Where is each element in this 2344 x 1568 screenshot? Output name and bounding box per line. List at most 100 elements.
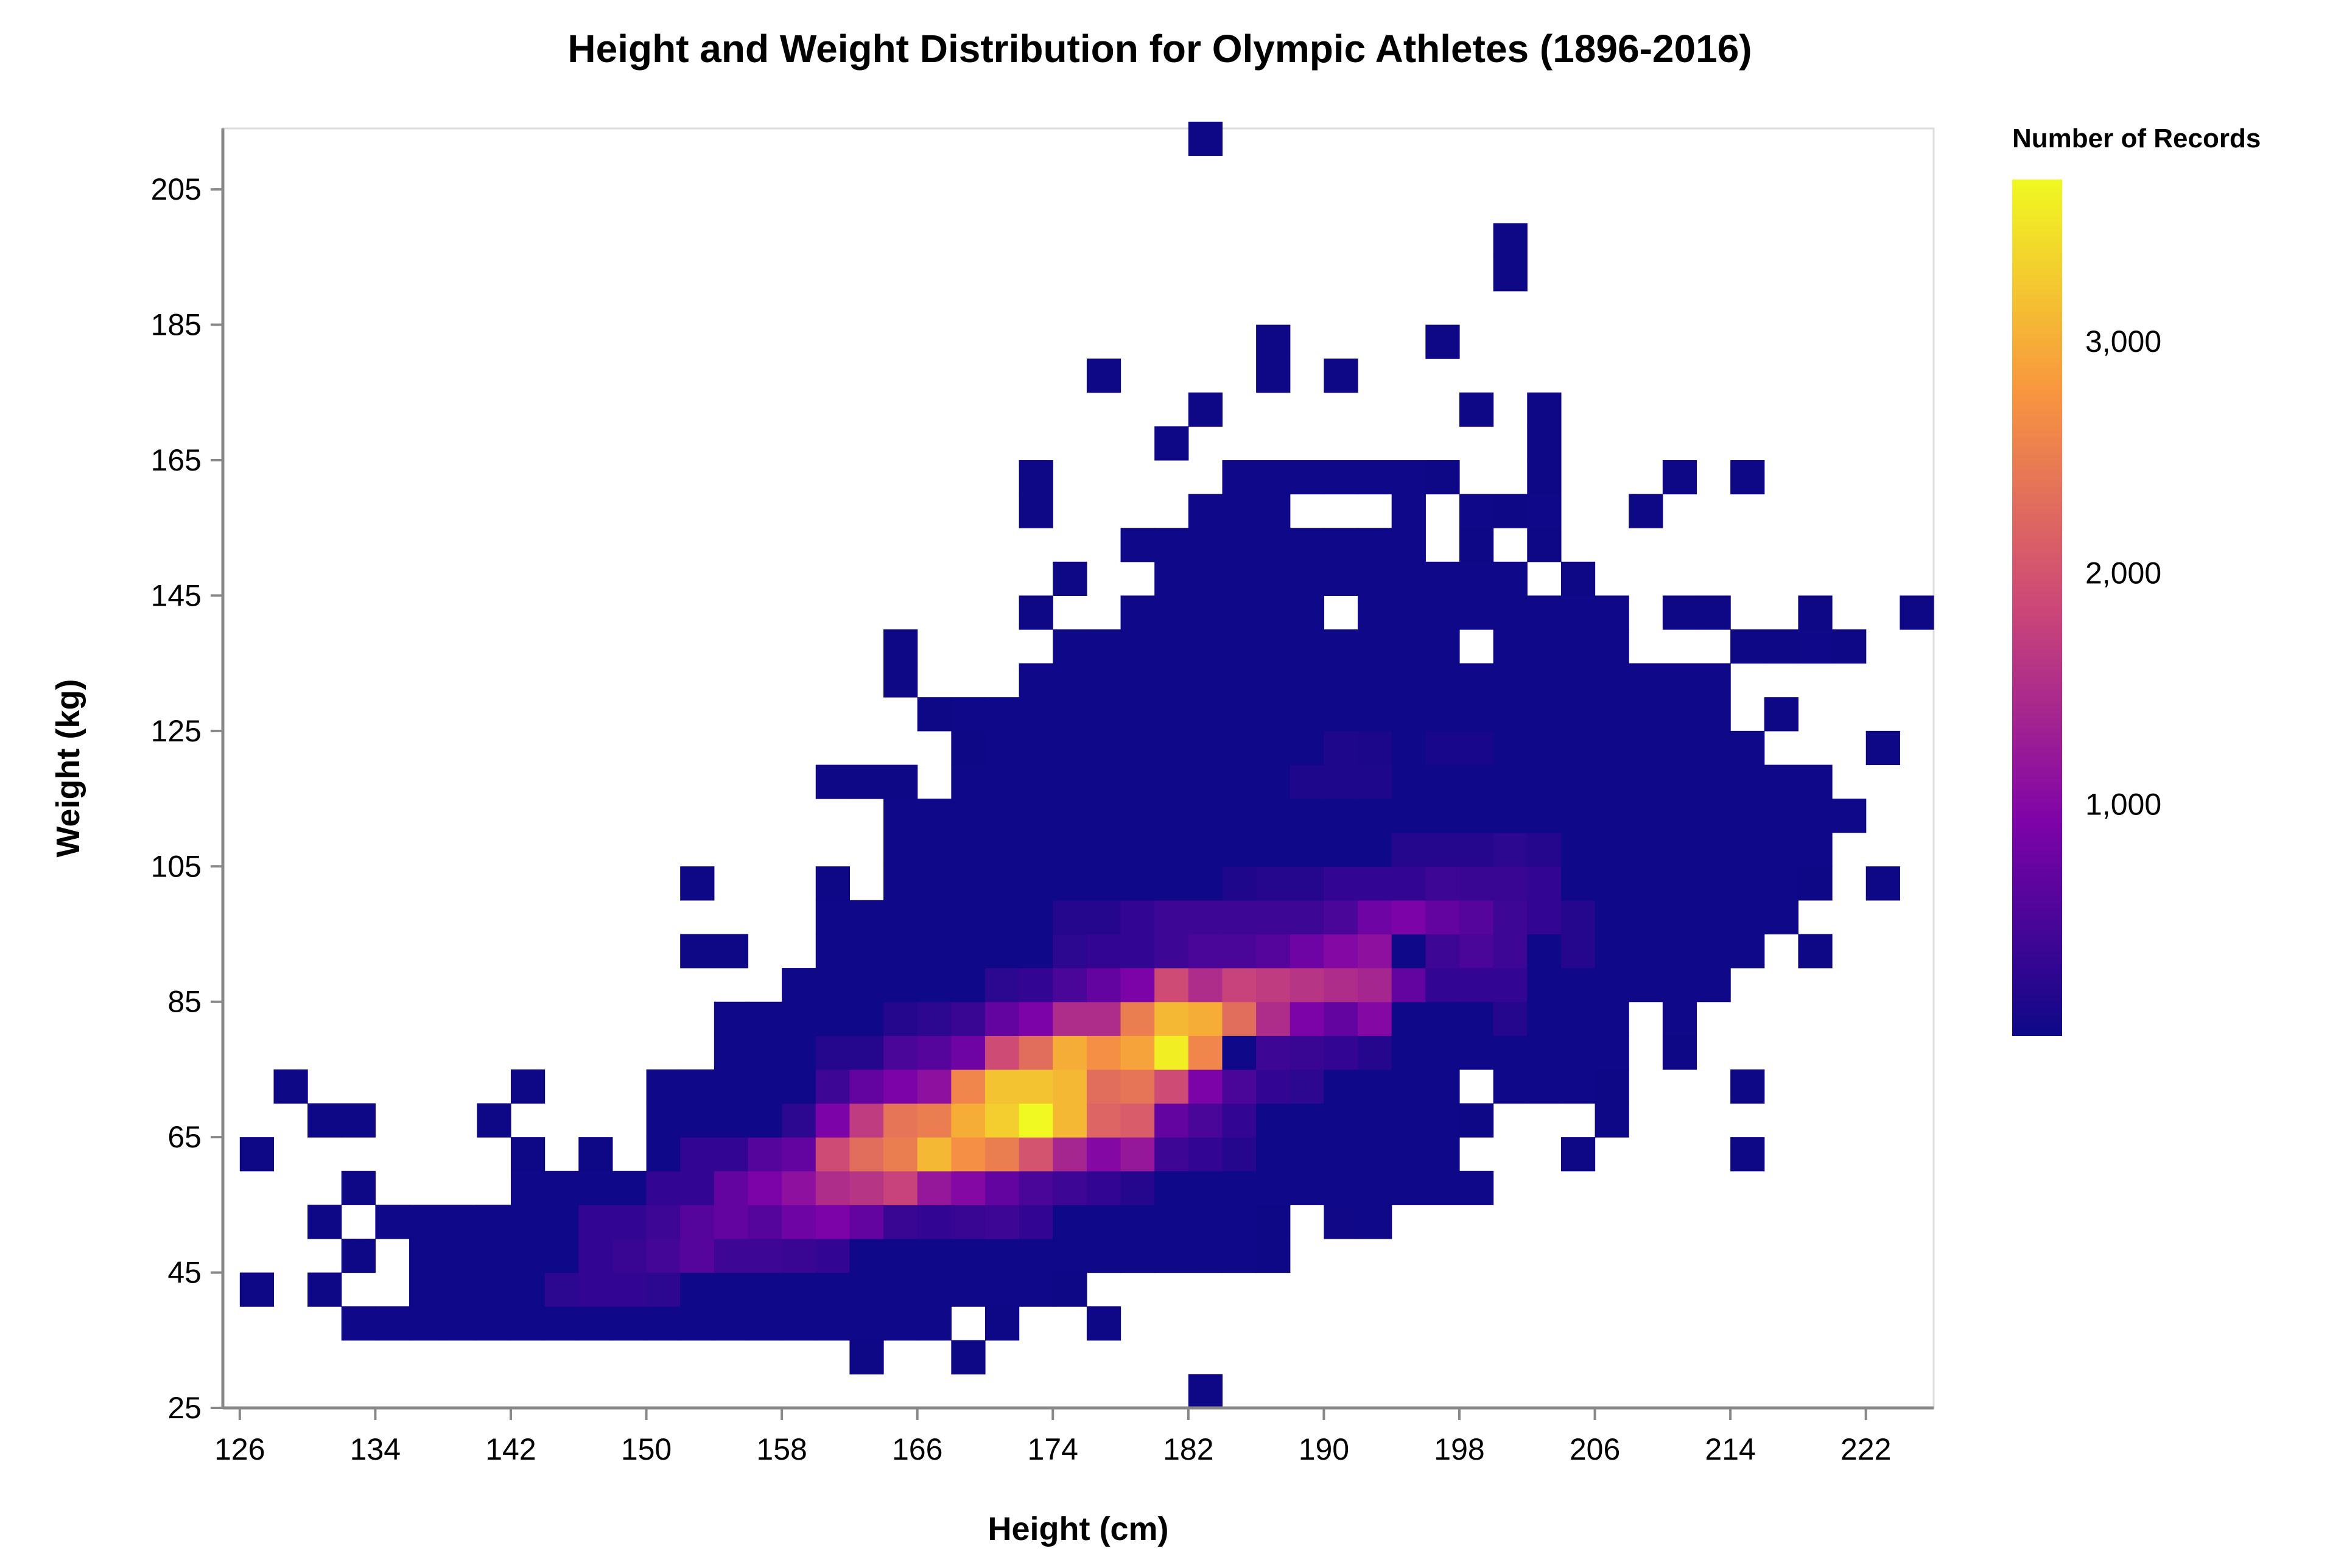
heatmap-cell [1459, 1035, 1494, 1070]
heatmap-cell [1086, 1001, 1121, 1036]
heatmap-cell [1560, 629, 1596, 664]
x-tick-label: 174 [1028, 1432, 1078, 1466]
heatmap-cell [1527, 1069, 1562, 1104]
heatmap-cell [409, 1205, 444, 1239]
x-axis: 126 134 142 150 158 166 174 182 190 198 206 214 222 [214, 1406, 1934, 1466]
heatmap-cell [1120, 968, 1155, 1003]
heatmap-cell [951, 900, 986, 935]
heatmap-cell [646, 1069, 681, 1104]
heatmap-cell [1425, 1103, 1460, 1138]
heatmap-cell [1358, 460, 1392, 495]
heatmap-cell [578, 1272, 613, 1307]
heatmap-cell [1019, 663, 1053, 698]
heatmap-cell [1629, 494, 1663, 528]
heatmap-cell [1222, 1103, 1257, 1138]
heatmap-cell [883, 1205, 918, 1239]
heatmap-cell [815, 1137, 850, 1172]
heatmap-cell [748, 1238, 782, 1273]
heatmap-cell [1459, 1171, 1494, 1205]
heatmap-cell [748, 1103, 782, 1138]
heatmap-cell [1290, 934, 1325, 968]
heatmap-cell [1019, 697, 1053, 732]
heatmap-cell [1425, 934, 1460, 968]
heatmap-cell [714, 1137, 749, 1172]
heatmap-cell [1696, 866, 1731, 901]
heatmap-cell [1256, 1035, 1291, 1070]
heatmap-cell [1798, 595, 1833, 630]
heatmap-cell [1629, 730, 1663, 766]
heatmap-cell [680, 1272, 715, 1307]
heatmap-cell [578, 1205, 613, 1239]
heatmap-cell [883, 1137, 918, 1172]
heatmap-cell [883, 1035, 918, 1070]
heatmap-cell [1086, 1035, 1121, 1070]
heatmap-cell [1493, 494, 1528, 528]
heatmap-cell [1324, 866, 1358, 901]
heatmap-cell [1493, 866, 1528, 901]
heatmap-cell [1256, 934, 1291, 968]
heatmap-cell [1391, 460, 1426, 495]
heatmap-cell [1188, 561, 1223, 596]
heatmap-cell [1154, 730, 1189, 766]
heatmap-cell [1696, 697, 1731, 732]
y-tick-label: 165 [151, 443, 202, 477]
heatmap-cell [1222, 900, 1257, 935]
heatmap-cell [1290, 528, 1325, 562]
heatmap-cell [1493, 934, 1528, 968]
heatmap-cell [1188, 629, 1223, 664]
heatmap-cell [849, 1171, 884, 1205]
heatmap-cell [1696, 968, 1731, 1003]
heatmap-cell [1391, 968, 1426, 1003]
heatmap-cell [1595, 1035, 1629, 1070]
heatmap-cell [1527, 392, 1562, 427]
heatmap-cell [1560, 866, 1596, 901]
heatmap-cell [1560, 1137, 1596, 1172]
heatmap-cell [1086, 1171, 1121, 1205]
heatmap-cell [1493, 257, 1528, 292]
heatmap-cell [477, 1238, 511, 1273]
heatmap-cell [815, 900, 850, 935]
heatmap-cell [951, 799, 986, 833]
heatmap-cell [1662, 866, 1697, 901]
x-tick-label: 198 [1434, 1432, 1484, 1466]
heatmap-cell [1358, 629, 1392, 664]
heatmap-cell [544, 1306, 579, 1341]
heatmap-cell [1256, 799, 1291, 833]
heatmap-cell [1459, 392, 1494, 427]
heatmap-cell [1188, 934, 1223, 968]
heatmap-cell [1696, 730, 1731, 766]
heatmap-cell [1324, 359, 1358, 393]
heatmap-cell [307, 1272, 342, 1307]
heatmap-cell [443, 1306, 477, 1341]
heatmap-cell [1290, 900, 1325, 935]
heatmap-cell [1086, 1306, 1121, 1341]
heatmap-cell [1493, 1069, 1528, 1104]
heatmap-cell [1120, 1069, 1155, 1104]
heatmap-cell [917, 900, 952, 935]
heatmap-cell [815, 866, 850, 901]
heatmap-cell [1425, 629, 1460, 664]
heatmap-cell [1358, 968, 1392, 1003]
heatmap-cell [1425, 697, 1460, 732]
heatmap-cell [1527, 1001, 1562, 1036]
legend-tick-label: 2,000 [2085, 556, 2161, 590]
heatmap-cell [1324, 1137, 1358, 1172]
heatmap-cell [883, 934, 918, 968]
heatmap-cell [1391, 1069, 1426, 1104]
heatmap-cell [1154, 1001, 1189, 1036]
heatmap-cell [1053, 934, 1087, 968]
heatmap-cell [1290, 730, 1325, 766]
heatmap-cell [984, 1205, 1020, 1239]
heatmap-cell [1120, 1205, 1155, 1239]
heatmap-cell [815, 1001, 850, 1036]
heatmap-cell [1222, 1205, 1257, 1239]
heatmap-cell [1324, 1069, 1358, 1104]
heatmap-cell [1120, 1103, 1155, 1138]
heatmap-cell [1053, 1035, 1087, 1070]
heatmap-cell [1459, 1103, 1494, 1138]
heatmap-cell [951, 1340, 986, 1374]
heatmap-cell [815, 765, 850, 799]
heatmap-cell [917, 799, 952, 833]
x-tick-label: 222 [1840, 1432, 1891, 1466]
heatmap-cell [1256, 900, 1291, 935]
